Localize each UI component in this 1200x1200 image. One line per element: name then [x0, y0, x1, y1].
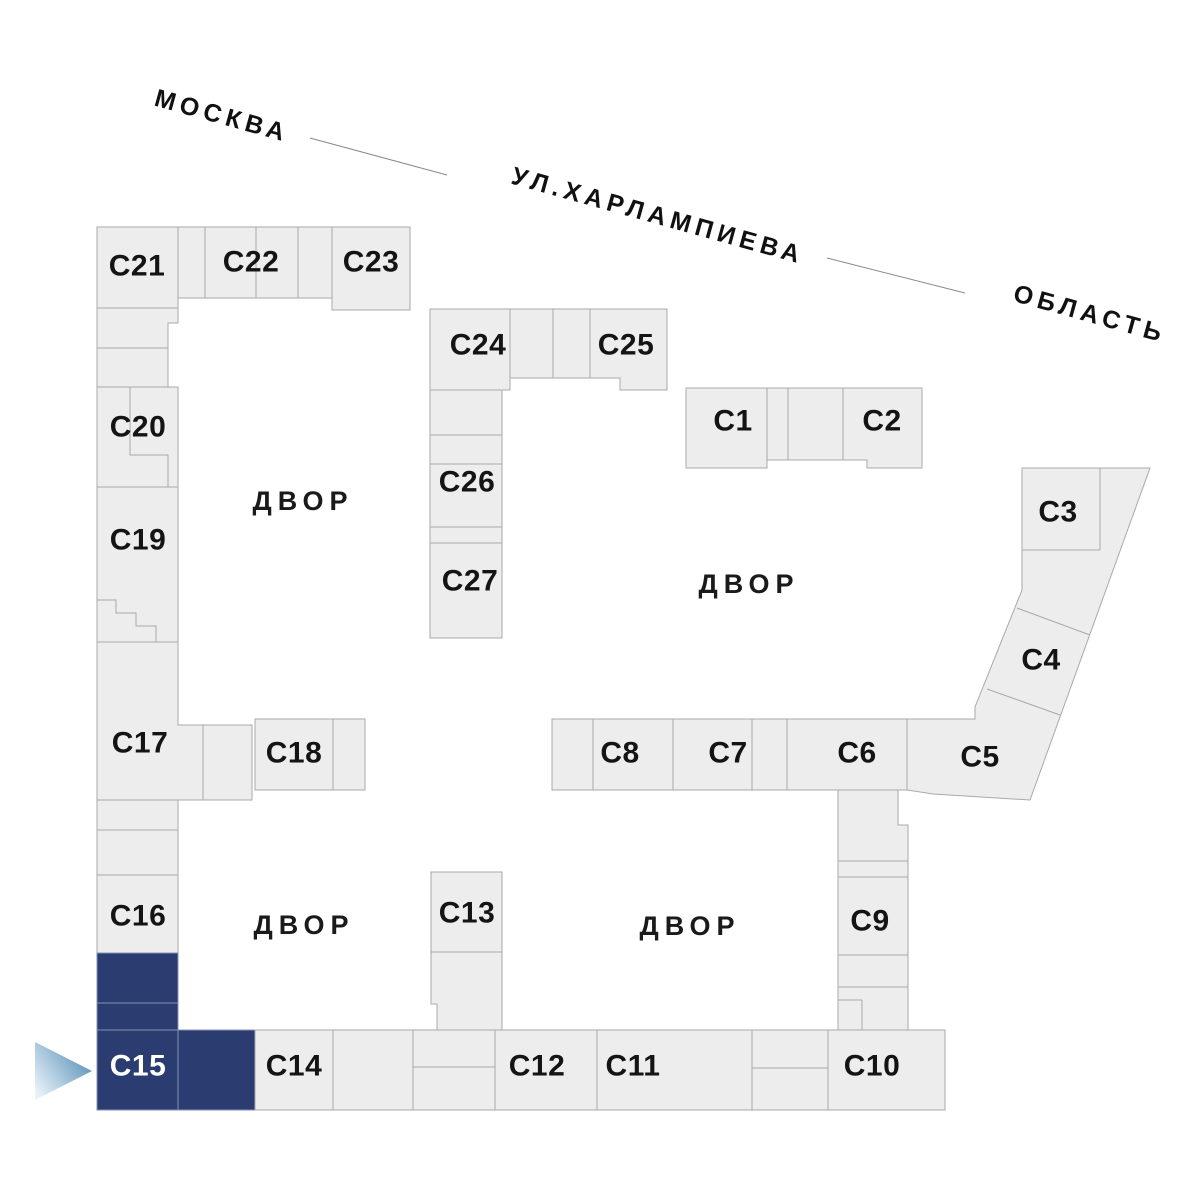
- building-segment: [412, 1029, 496, 1111]
- street-city-right-label: ОБЛАСТЬ: [1010, 279, 1169, 348]
- courtyard-label: ДВОР: [639, 911, 740, 941]
- selection-arrow-icon: [35, 1042, 92, 1100]
- building-segment: [177, 226, 206, 299]
- building-segment: [297, 226, 333, 299]
- building-segment: [332, 1029, 414, 1111]
- building-segment: [430, 951, 503, 1031]
- block-divider: [1016, 607, 1091, 636]
- street-divider-line: [309, 137, 448, 176]
- building-segment: [96, 307, 179, 349]
- block-c17[interactable]: [96, 641, 204, 801]
- building-segment: [787, 387, 844, 461]
- block-c1[interactable]: [685, 387, 768, 469]
- selected-building-segment[interactable]: [96, 952, 179, 1004]
- block-c22[interactable]: [204, 226, 257, 299]
- block-c13[interactable]: [430, 871, 503, 953]
- block-c6[interactable]: [786, 718, 908, 791]
- block-label-c10: С10: [844, 1050, 901, 1083]
- selected-building-segment[interactable]: [96, 1002, 179, 1031]
- block-c8[interactable]: [592, 718, 674, 791]
- block-c2[interactable]: [842, 387, 923, 469]
- block-c18[interactable]: [254, 718, 334, 791]
- block-label-c13: С13: [439, 897, 496, 930]
- block-c26[interactable]: [429, 463, 503, 528]
- building-segment: [552, 308, 591, 379]
- courtyard-labels: ДВОР ДВОР ДВОР ДВОР: [252, 486, 799, 941]
- building-segment: [766, 387, 789, 461]
- block-label-c9: С9: [850, 905, 889, 938]
- block-label-c26: С26: [439, 466, 496, 499]
- block-label-c14: С14: [266, 1050, 323, 1083]
- block-label-c7: С7: [708, 737, 747, 770]
- block-label-c4: С4: [1021, 644, 1060, 677]
- building-segment: [96, 347, 169, 388]
- block-label-c23: С23: [343, 246, 400, 279]
- block-c7[interactable]: [672, 718, 753, 791]
- block-label-c5: С5: [960, 741, 999, 774]
- block-label-c25: С25: [598, 329, 655, 362]
- block-label-c1: С1: [713, 405, 752, 438]
- block-c10[interactable]: [827, 1029, 946, 1111]
- block-label-c2: С2: [862, 405, 901, 438]
- block-c14[interactable]: [254, 1029, 334, 1111]
- building-segment: [551, 718, 594, 791]
- building-segment: [429, 434, 503, 465]
- block-label-c21: С21: [109, 250, 166, 283]
- courtyard-label: ДВОР: [698, 569, 799, 599]
- block-divider: [129, 387, 169, 487]
- block-c23[interactable]: [331, 226, 411, 311]
- block-label-c15-selected: С15: [110, 1050, 167, 1083]
- block-divider: [97, 599, 157, 642]
- courtyard-label: ДВОР: [252, 486, 353, 516]
- block-c25[interactable]: [589, 308, 668, 391]
- block-label-c8: С8: [600, 737, 639, 770]
- block-c11[interactable]: [596, 1029, 753, 1111]
- block-c21[interactable]: [96, 226, 179, 309]
- block-label-c6: С6: [837, 737, 876, 770]
- building-segment: [429, 526, 503, 544]
- building-segment: [332, 718, 366, 791]
- block-label-c3: С3: [1038, 496, 1077, 529]
- block-label-c22: С22: [223, 246, 280, 279]
- block-c9[interactable]: [837, 789, 909, 1031]
- courtyard-label: ДВОР: [253, 910, 354, 940]
- selected-building-segment[interactable]: [177, 1029, 256, 1111]
- block-c20[interactable]: [96, 386, 179, 488]
- block-divider: [986, 688, 1061, 716]
- building-segment: [429, 389, 503, 436]
- building-segment: [509, 308, 554, 379]
- building-segment: [751, 718, 788, 791]
- building-segment: [751, 1029, 829, 1111]
- street-city-left-label: МОСКВА: [152, 84, 293, 148]
- block-c24[interactable]: [429, 308, 511, 391]
- block-label-c16: С16: [110, 900, 167, 933]
- block-label-c24: С24: [450, 329, 507, 362]
- building-segment: [96, 799, 179, 831]
- street-divider-line: [826, 257, 966, 294]
- building-segment: [202, 724, 253, 801]
- block-c5-wing[interactable]: [906, 467, 1151, 801]
- block-labels: С21 С22 С23 С20 С19 С17 С18 С16 С15 С14 …: [109, 246, 1077, 1083]
- block-c27[interactable]: [429, 542, 503, 639]
- block-label-c17: С17: [112, 727, 169, 760]
- block-label-c27: С27: [442, 565, 499, 598]
- block-label-c11: С11: [606, 1050, 661, 1083]
- block-label-c19: С19: [110, 524, 167, 557]
- building-segment: [96, 829, 179, 876]
- block-label-c12: С12: [509, 1050, 566, 1083]
- block-label-c20: С20: [110, 411, 167, 444]
- block-c12[interactable]: [494, 1029, 598, 1111]
- block-c16[interactable]: [96, 874, 179, 954]
- street-name-label: УЛ.ХАРЛАМПИЕВА: [508, 162, 807, 270]
- block-c19[interactable]: [96, 486, 179, 643]
- block-label-c18: С18: [266, 737, 323, 770]
